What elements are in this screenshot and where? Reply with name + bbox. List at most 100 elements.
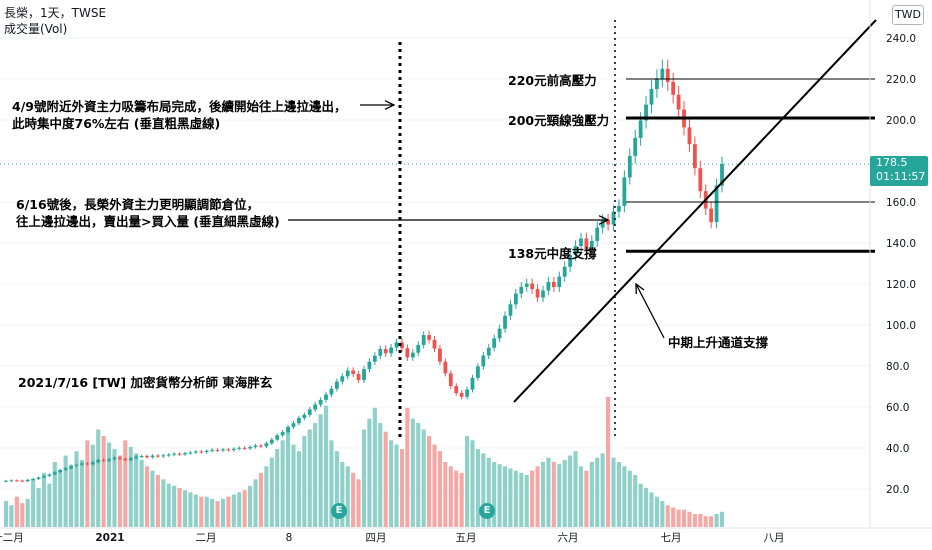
candle-body (497, 328, 502, 339)
support-resistance-lines (626, 78, 875, 253)
volume-bar (9, 505, 14, 527)
volume-bar (318, 414, 323, 527)
volume-bar (356, 479, 361, 527)
candle-body (660, 68, 665, 79)
volume-bar (481, 453, 486, 527)
candle-body (215, 449, 220, 451)
price-axis[interactable]: 20.040.060.080.0100.0120.0140.0160.0180.… (869, 0, 916, 528)
earnings-marker[interactable]: E (479, 503, 495, 519)
candle-body (410, 352, 415, 358)
candle-body (237, 447, 242, 449)
volume-bar (378, 423, 383, 527)
candle-body (177, 453, 182, 455)
candle-body (671, 81, 676, 95)
candle-body (334, 381, 339, 389)
volume-bar (475, 449, 480, 527)
currency-button[interactable]: TWD (892, 5, 924, 25)
candle-body (448, 373, 453, 387)
candle-body (579, 238, 583, 247)
volume-bar (166, 483, 171, 527)
candlesticks (4, 59, 724, 483)
volume-bar (448, 466, 453, 527)
volume-bar (3, 501, 9, 527)
last-price-tag: 178.5 01:11:57 (870, 156, 928, 186)
volume-bar (117, 455, 122, 527)
candle-body (557, 276, 562, 288)
level-label-220: 220元前高壓力 (508, 73, 597, 88)
volume-bar (14, 496, 19, 527)
volume-bar (269, 457, 274, 527)
candle-body (297, 418, 301, 424)
note1-line1: 4/9號附近外資主力吸籌布局完成，後續開始往上邊拉邊出， (12, 99, 347, 114)
volume-bar (237, 492, 242, 527)
candle-body (259, 445, 263, 447)
volume-bar (643, 488, 649, 527)
channel-label: 中期上升通道支撐 (668, 335, 769, 350)
bar-countdown: 01:11:57 (876, 170, 926, 183)
earnings-marker[interactable]: E (331, 503, 347, 519)
volume-bar (123, 440, 128, 527)
candle-body (231, 448, 236, 451)
volume-bar (334, 451, 339, 527)
volume-bar (703, 516, 708, 527)
last-price-value: 178.5 (876, 156, 908, 169)
volume-bar (112, 449, 117, 527)
volume-bar (296, 451, 301, 527)
volume-bar (248, 485, 253, 527)
price-tick-label: 200.0 (886, 115, 916, 127)
volume-bar (101, 436, 106, 527)
volume-bar (665, 505, 670, 527)
volume-indicator-title[interactable]: 成交量(Vol) (4, 22, 68, 36)
candle-body (118, 457, 122, 459)
volume-bar (649, 492, 654, 527)
candle-body (589, 240, 594, 250)
candle-body (562, 266, 567, 277)
volume-bar (25, 498, 30, 527)
candle-body (443, 361, 448, 374)
candle-body (248, 446, 252, 449)
candle-body (123, 458, 128, 461)
volume-bar (20, 503, 25, 527)
volume-bar (383, 431, 388, 527)
note1-line2: 此時集中度76%左右 (垂直粗黑虛線) (12, 116, 221, 131)
volume-bar (361, 429, 367, 527)
candle-body (20, 480, 25, 482)
candle-body (210, 449, 215, 451)
candle-body (389, 347, 394, 354)
symbol-title: 長榮，1天，TWSE (4, 6, 107, 20)
volume-bar (389, 440, 394, 527)
volume-bar (427, 436, 432, 527)
volume-bar (459, 472, 464, 527)
volume-bar (654, 496, 659, 527)
volume-bar (508, 468, 513, 527)
volume-bar (492, 462, 497, 527)
volume-bar (470, 440, 475, 527)
candle-body (340, 376, 345, 382)
volume-bar (405, 407, 410, 527)
volume-bar (220, 498, 226, 527)
candle-body (90, 462, 95, 465)
volume-bar (660, 501, 665, 527)
volume-bar (226, 496, 231, 527)
time-axis[interactable]: 十二月 2021 二月 8 四月 五月 六月 七月 八月 (0, 527, 932, 544)
volume-bar (573, 451, 578, 527)
price-tick-label: 40.0 (886, 443, 909, 455)
volume-bar (595, 457, 600, 527)
candle-body (383, 348, 388, 354)
candle-body (362, 369, 366, 380)
candle-body (692, 144, 697, 169)
author-note: 2021/7/16 [TW] 加密貨幣分析師 東海胖玄 (18, 375, 273, 390)
candle-body (155, 455, 160, 457)
candle-body (47, 474, 52, 476)
candle-body (172, 453, 177, 455)
volume-bar (69, 466, 74, 527)
candle-body (161, 455, 166, 457)
volume-bar (275, 449, 280, 527)
volume-bar (367, 418, 372, 527)
volume-bar (497, 464, 502, 527)
volume-bars (3, 397, 725, 527)
volume-bar (611, 457, 616, 527)
volume-bar (502, 466, 508, 527)
candle-body (313, 404, 318, 410)
